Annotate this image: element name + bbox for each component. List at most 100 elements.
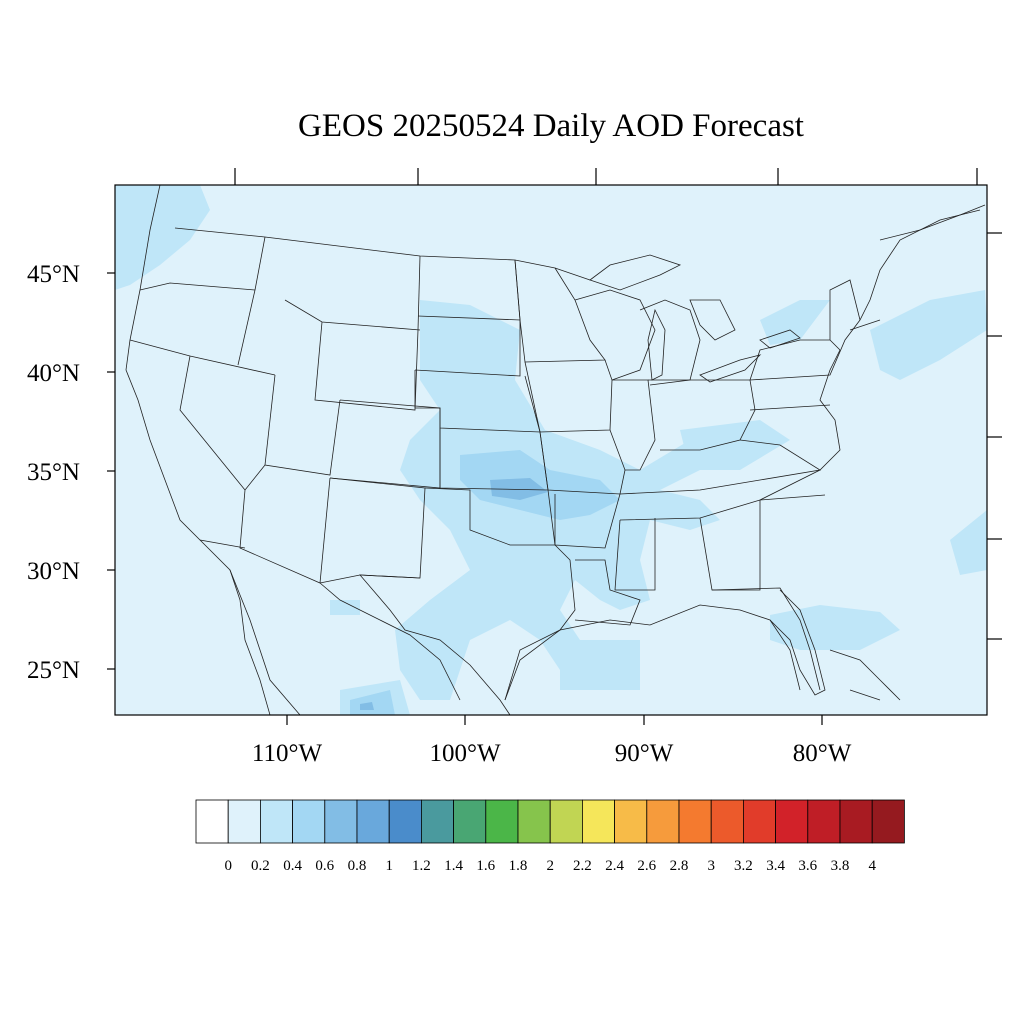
colorbar-swatch (453, 799, 487, 844)
colorbar-label: 2.4 (605, 858, 624, 874)
colorbar-label: 3.6 (798, 858, 817, 874)
gulf-coast (504, 604, 801, 701)
south-dakota (414, 320, 521, 377)
colorbar-swatch (549, 799, 583, 844)
colorbar-labels: 0 0.2 0.4 0.6 0.8 1 1.2 1.4 1.6 1.8 2 2.2 2.4 2.6 2.8 3… (224, 858, 876, 874)
ca-nv (179, 355, 246, 491)
lon-label: 100°W (429, 740, 500, 767)
colorbar-swatch (614, 799, 648, 844)
colorbar-label: 2.6 (637, 858, 656, 874)
sw-max (360, 702, 374, 710)
lat-label: 40°N (27, 360, 80, 387)
oklahoma-max (490, 478, 548, 500)
colorbar-swatch (388, 799, 422, 844)
tn-south (619, 494, 826, 521)
colorbar-label: 1 (385, 858, 393, 874)
colorbar-label: 1.8 (509, 858, 528, 874)
colorbar-swatch (420, 799, 454, 844)
utah (264, 374, 341, 476)
illinois (612, 379, 656, 471)
atlantic-streak-2 (900, 300, 987, 340)
colorbar-label: 2.8 (670, 858, 689, 874)
arkansas (554, 493, 621, 549)
canada-border (174, 227, 591, 281)
new-york-pa (749, 339, 841, 411)
arizona (239, 464, 331, 584)
colorbar-label: 3.2 (734, 858, 753, 874)
colorbar-swatch (324, 799, 358, 844)
ohio-valley (680, 420, 790, 470)
wa-or (139, 282, 256, 291)
colorbar-label: 1.2 (412, 858, 431, 874)
lake-erie (699, 354, 762, 383)
colorbar-swatch (871, 799, 905, 844)
colorbar-swatch (356, 799, 390, 844)
lat-label: 30°N (27, 558, 80, 585)
colorbar-label: 0.8 (348, 858, 367, 874)
colorbar-swatch (195, 799, 229, 844)
mississippi-alabama (614, 500, 761, 591)
colorbar-swatch (485, 799, 519, 844)
colorbar-label: 0.4 (283, 858, 302, 874)
lake-huron (689, 299, 736, 341)
colorbar-swatch (227, 799, 261, 844)
nebraska (414, 370, 541, 433)
colorbar-swatch (646, 799, 680, 844)
aod-level-0.6-0.8 (360, 478, 548, 710)
louisiana (574, 559, 641, 626)
oklahoma-core (460, 450, 620, 520)
lake-superior (589, 254, 682, 291)
colorbar-swatch (582, 799, 616, 844)
colorbar-label: 3 (707, 858, 715, 874)
montana-east (417, 255, 421, 331)
colorbar-swatch (517, 799, 551, 844)
colorbar-swatch (259, 799, 293, 844)
axis-ticks (107, 168, 1002, 725)
bahamas (829, 649, 901, 701)
map-title: GEOS 20250524 Daily AOD Forecast (298, 108, 804, 144)
colorbar-label: 3.8 (831, 858, 850, 874)
lon-axis-labels: 110°W 100°W 90°W 80°W (252, 740, 852, 767)
mexico-blob (330, 600, 360, 615)
lon-label: 90°W (615, 740, 674, 767)
canada-east (879, 204, 986, 241)
southeast-coast (759, 349, 841, 501)
colorbar-label: 2.2 (573, 858, 592, 874)
colorbar-label: 0.6 (315, 858, 334, 874)
oklahoma (424, 487, 556, 546)
michigan (639, 299, 701, 386)
map-frame (114, 184, 988, 716)
gulf-blob (560, 640, 640, 690)
lon-label: 110°W (252, 740, 323, 767)
lat-axis-labels: 45°N 40°N 35°N 30°N 25°N (27, 261, 80, 684)
pacific-nw-plume (115, 185, 210, 290)
colorbar-swatch (292, 799, 326, 844)
west-coastline (125, 185, 246, 549)
state-boundaries (125, 185, 986, 715)
texas-east (504, 544, 576, 701)
lat-label: 35°N (27, 459, 80, 486)
lake-michigan (647, 308, 666, 381)
northeast (749, 209, 981, 381)
lon-label: 80°W (793, 740, 852, 767)
colorbar-swatch (775, 799, 809, 844)
idaho (237, 236, 266, 366)
texas (359, 574, 511, 715)
wisconsin (574, 289, 656, 381)
baja (229, 569, 271, 715)
colorbar-label: 0 (224, 858, 232, 874)
mexico-coast (199, 539, 461, 715)
colorbar-swatch (710, 799, 744, 844)
florida (769, 589, 826, 696)
colorbar-label: 2 (546, 858, 554, 874)
colorbar-label: 0.2 (251, 858, 270, 874)
colorbar-label: 3.4 (766, 858, 785, 874)
georgia-florida (711, 587, 821, 691)
lake-ontario (759, 329, 801, 349)
colorbar (195, 799, 905, 844)
colorbar-swatch (807, 799, 841, 844)
colorbar-swatch (839, 799, 873, 844)
lat-label: 25°N (27, 657, 80, 684)
lat-label: 45°N (27, 261, 80, 288)
